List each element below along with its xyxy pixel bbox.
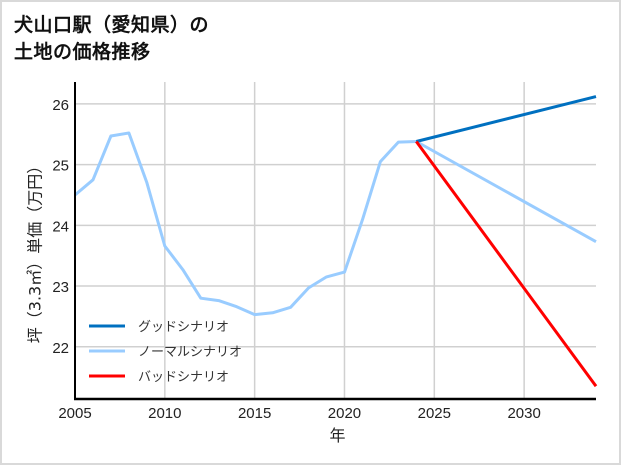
legend-label: ノーマルシナリオ — [138, 345, 242, 360]
legend-item: グッドシナリオ — [89, 320, 229, 335]
y-tick-label: 25 — [52, 158, 69, 175]
data-lines — [74, 95, 598, 388]
grid-lines — [75, 82, 596, 399]
y-tick-label: 26 — [52, 97, 69, 114]
bad-scenario-line — [415, 140, 598, 388]
chart-title-line1: 犬山口駅（愛知県）の — [14, 14, 210, 36]
legend-item: バッドシナリオ — [89, 370, 229, 385]
x-tick-labels: 2005 2010 2015 2020 2025 2030 — [58, 405, 541, 422]
x-tick-label: 2010 — [148, 405, 181, 422]
x-tick-label: 2005 — [58, 405, 91, 422]
y-tick-label: 24 — [52, 218, 69, 235]
chart-title-line2: 土地の価格推移 — [14, 41, 151, 63]
legend-item: ノーマルシナリオ — [89, 345, 242, 360]
normal-scenario-line — [415, 140, 597, 244]
x-tick-label: 2020 — [328, 405, 361, 422]
x-tick-label: 2015 — [238, 405, 271, 422]
legend-label: バッドシナリオ — [138, 370, 229, 385]
historical-line — [74, 131, 417, 317]
axes — [74, 82, 596, 401]
legend-label: グッドシナリオ — [138, 320, 229, 335]
x-axis-label: 年 — [329, 426, 345, 445]
y-axis-label: 坪（3.3㎡）単価（万円） — [26, 158, 45, 343]
y-tick-label: 23 — [52, 279, 69, 296]
chart-title: 犬山口駅（愛知県）の 土地の価格推移 — [14, 12, 209, 66]
x-tick-label: 2025 — [418, 405, 451, 422]
good-scenario-line — [415, 95, 597, 143]
x-tick-label: 2030 — [507, 405, 540, 422]
y-tick-labels: 26 25 24 23 22 — [52, 97, 69, 357]
y-tick-label: 22 — [52, 340, 69, 357]
